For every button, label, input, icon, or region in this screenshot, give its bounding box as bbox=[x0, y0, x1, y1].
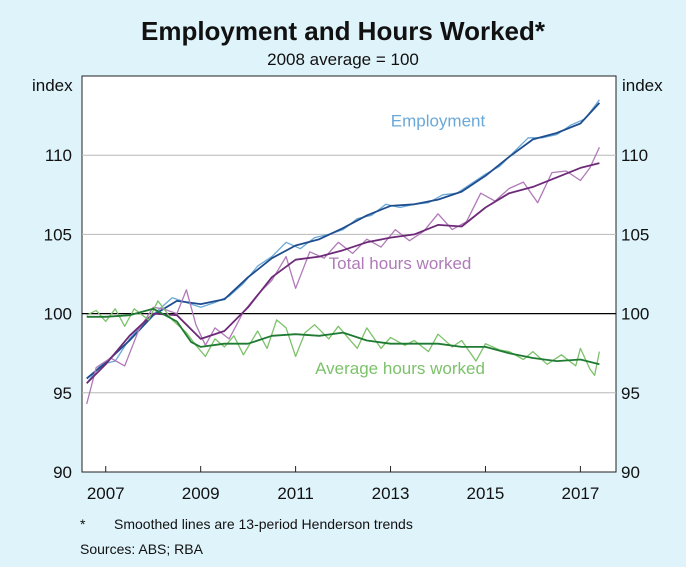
total-hours-worked-raw-line bbox=[86, 147, 600, 405]
y-tick-label-left: 95 bbox=[53, 384, 72, 403]
x-ticks: 2007 2009 2011 2013 2015 2017 bbox=[87, 466, 599, 503]
employment-label: Employment bbox=[391, 112, 486, 131]
x-tick-label: 2009 bbox=[182, 484, 220, 503]
footnote-text: Smoothed lines are 13-period Henderson t… bbox=[114, 516, 413, 532]
employment-raw-line bbox=[86, 99, 600, 384]
y-tick-label-right: 90 bbox=[621, 463, 640, 482]
employment-trend-line bbox=[86, 102, 601, 380]
plot-svg: 2007 2009 2011 2013 2015 2017 index index 909… bbox=[32, 75, 663, 503]
y-tick-label-right: 110 bbox=[621, 146, 648, 165]
x-tick-label: 2007 bbox=[87, 484, 125, 503]
footnote-marker: * bbox=[80, 516, 86, 532]
plot-area bbox=[81, 75, 617, 473]
y-ticks-left: 90 95 100 105 110 bbox=[44, 146, 72, 482]
y-tick-label-right: 100 bbox=[621, 305, 649, 324]
y-tick-label-right: 105 bbox=[621, 225, 649, 244]
chart-title: Employment and Hours Worked* bbox=[140, 16, 546, 46]
y-tick-label-left: 100 bbox=[44, 305, 72, 324]
y-tick-label-left: 90 bbox=[53, 463, 72, 482]
y-tick-label-left: 110 bbox=[45, 146, 72, 165]
x-tick-label: 2015 bbox=[467, 484, 505, 503]
gridlines bbox=[82, 154, 616, 394]
sources-note: Sources: ABS; RBA bbox=[80, 541, 203, 557]
x-tick-label: 2013 bbox=[372, 484, 410, 503]
series-labels: Employment Total hours worked Average hour… bbox=[315, 112, 485, 378]
series-lines bbox=[86, 99, 601, 405]
y-ticks-right: 90 95 100 105 110 bbox=[621, 146, 649, 482]
average-hours-worked-label: Average hours worked bbox=[315, 359, 485, 378]
average-hours-worked-trend-line bbox=[86, 307, 600, 366]
total-hours-worked-label: Total hours worked bbox=[329, 254, 472, 273]
y-axis-label-right: index bbox=[622, 76, 663, 95]
y-tick-label-left: 105 bbox=[44, 225, 72, 244]
chart-subtitle: 2008 average = 100 bbox=[267, 50, 419, 69]
x-tick-label: 2011 bbox=[277, 484, 314, 503]
y-axis-label-left: index bbox=[32, 76, 73, 95]
footnote: * Smoothed lines are 13-period Henderson … bbox=[80, 516, 413, 532]
y-tick-label-right: 95 bbox=[621, 384, 640, 403]
x-tick-label: 2017 bbox=[561, 484, 599, 503]
